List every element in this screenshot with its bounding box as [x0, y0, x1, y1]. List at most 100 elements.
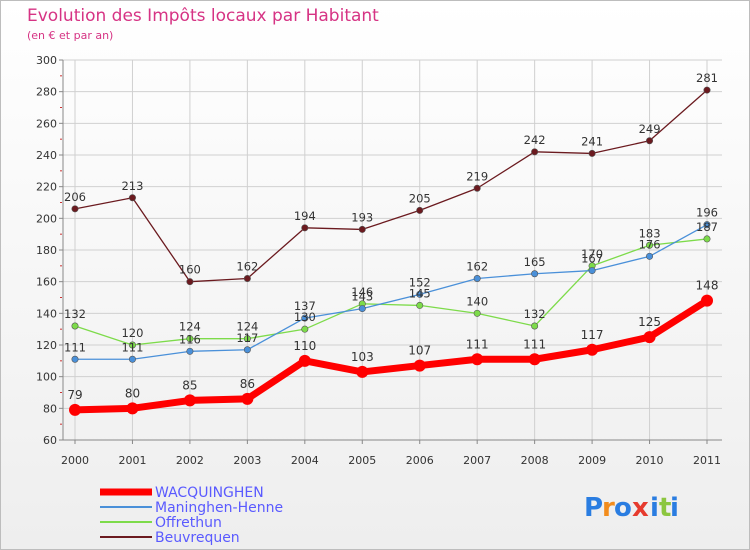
data-label-offrethun: 140: [466, 294, 488, 308]
data-point-maninghen-henne: [416, 290, 424, 298]
data-point-offrethun: [646, 241, 654, 249]
data-point-beuvrequen: [588, 149, 596, 157]
grid: [63, 59, 722, 441]
data-point-maninghen-henne: [473, 274, 481, 282]
data-point-wacquinghen: [701, 294, 713, 307]
y-tick-label: 220: [36, 181, 57, 194]
data-point-offrethun: [473, 309, 481, 317]
data-label-offrethun: 146: [351, 285, 373, 299]
x-tick-label: 2005: [348, 454, 376, 467]
data-label-beuvrequen: 213: [121, 179, 143, 193]
data-label-beuvrequen: 162: [236, 260, 258, 274]
data-point-beuvrequen: [128, 194, 136, 202]
data-labels: 206 213 160 162 194 193 205 219 242 241 249 281 132 1…: [64, 71, 718, 402]
data-label-offrethun: 132: [524, 307, 546, 321]
data-label-offrethun: 132: [64, 307, 86, 321]
logo-letter: i: [650, 493, 659, 523]
x-tick-label: 2009: [578, 454, 606, 467]
data-point-maninghen-henne: [301, 314, 309, 322]
series-line-maninghen-henne: [74, 224, 708, 360]
data-label-wacquinghen: 86: [240, 377, 255, 391]
data-label-beuvrequen: 249: [639, 122, 661, 136]
y-tick-label: 200: [36, 212, 57, 225]
data-point-offrethun: [186, 335, 194, 343]
x-tick-label: 2011: [693, 454, 721, 467]
data-point-wacquinghen: [413, 359, 426, 372]
data-label-beuvrequen: 241: [581, 134, 603, 148]
data-point-beuvrequen: [703, 86, 711, 94]
data-label-wacquinghen: 117: [581, 328, 604, 342]
legend-label-beuvrequen: Beuvrequen: [155, 530, 240, 546]
x-tick-label: 2007: [463, 454, 491, 467]
data-point-beuvrequen: [531, 148, 539, 156]
legend-label-maninghen-henne: Maninghen-Henne: [155, 500, 283, 516]
x-tick-label: 2008: [521, 454, 549, 467]
data-point-maninghen-henne: [646, 252, 654, 260]
data-point-beuvrequen: [646, 137, 654, 145]
data-label-maninghen-henne: 176: [639, 237, 661, 251]
y-tick-label: 300: [36, 54, 57, 67]
y-tick-label: 80: [43, 402, 57, 415]
data-point-offrethun: [531, 322, 539, 330]
data-point-offrethun: [416, 301, 424, 309]
x-tick-label: 2003: [233, 454, 261, 467]
data-label-offrethun: 145: [409, 286, 431, 300]
data-point-beuvrequen: [243, 274, 251, 282]
x-tick-label: 2002: [176, 454, 204, 467]
data-label-beuvrequen: 160: [179, 263, 201, 277]
data-point-wacquinghen: [126, 402, 139, 415]
data-label-wacquinghen: 79: [67, 388, 82, 402]
y-tick-label: 160: [36, 276, 57, 289]
data-label-beuvrequen: 205: [409, 191, 431, 205]
logo-letter: x: [632, 493, 649, 523]
data-point-offrethun: [243, 335, 251, 343]
data-label-beuvrequen: 194: [294, 209, 316, 223]
data-label-maninghen-henne: 111: [64, 340, 86, 354]
data-point-offrethun: [128, 341, 136, 349]
x-tick-label: 2000: [61, 454, 89, 467]
data-label-maninghen-henne: 196: [696, 206, 718, 220]
data-point-beuvrequen: [301, 224, 309, 232]
data-label-offrethun: 124: [179, 320, 201, 334]
data-point-wacquinghen: [241, 392, 254, 405]
data-label-maninghen-henne: 111: [121, 340, 143, 354]
y-tick-label: 120: [36, 339, 57, 352]
data-label-wacquinghen: 110: [293, 339, 316, 353]
data-label-maninghen-henne: 117: [236, 331, 258, 345]
data-label-offrethun: 170: [581, 247, 603, 261]
data-label-wacquinghen: 148: [696, 279, 719, 293]
data-point-maninghen-henne: [531, 270, 539, 278]
data-label-wacquinghen: 111: [466, 337, 489, 351]
x-tick-label: 2006: [406, 454, 434, 467]
data-point-beuvrequen: [358, 225, 366, 233]
data-label-maninghen-henne: 137: [294, 299, 316, 313]
data-point-beuvrequen: [71, 205, 79, 213]
y-tick-label: 140: [36, 307, 57, 320]
axes: 60 80 100 120 140 160 180 200 220 240 260 280 300 200…: [36, 54, 722, 467]
data-label-maninghen-henne: 152: [409, 275, 431, 289]
y-tick-label: 280: [36, 86, 57, 99]
data-label-maninghen-henne: 165: [524, 255, 546, 269]
y-tick-label: 240: [36, 149, 57, 162]
data-point-maninghen-henne: [703, 221, 711, 229]
legend-label-wacquinghen: WACQUINGHEN: [155, 485, 264, 501]
y-tick-label: 180: [36, 244, 57, 257]
data-point-maninghen-henne: [71, 355, 79, 363]
data-point-wacquinghen: [298, 354, 311, 367]
data-label-offrethun: 187: [696, 220, 718, 234]
data-point-beuvrequen: [473, 184, 481, 192]
data-label-wacquinghen: 107: [408, 344, 431, 358]
data-point-wacquinghen: [471, 353, 484, 366]
logo-letter: t: [659, 493, 671, 523]
data-label-beuvrequen: 242: [524, 133, 546, 147]
data-label-maninghen-henne: 116: [179, 332, 201, 346]
proxiti-logo: Pr o x i ti: [584, 493, 679, 523]
data-point-offrethun: [703, 235, 711, 243]
y-tick-label: 260: [36, 117, 57, 130]
data-point-offrethun: [301, 325, 309, 333]
y-tick-label: 100: [36, 371, 57, 384]
logo-letter: r: [602, 493, 615, 523]
data-label-beuvrequen: 206: [64, 190, 86, 204]
data-label-wacquinghen: 125: [638, 315, 661, 329]
series-line-wacquinghen: [71, 297, 711, 414]
